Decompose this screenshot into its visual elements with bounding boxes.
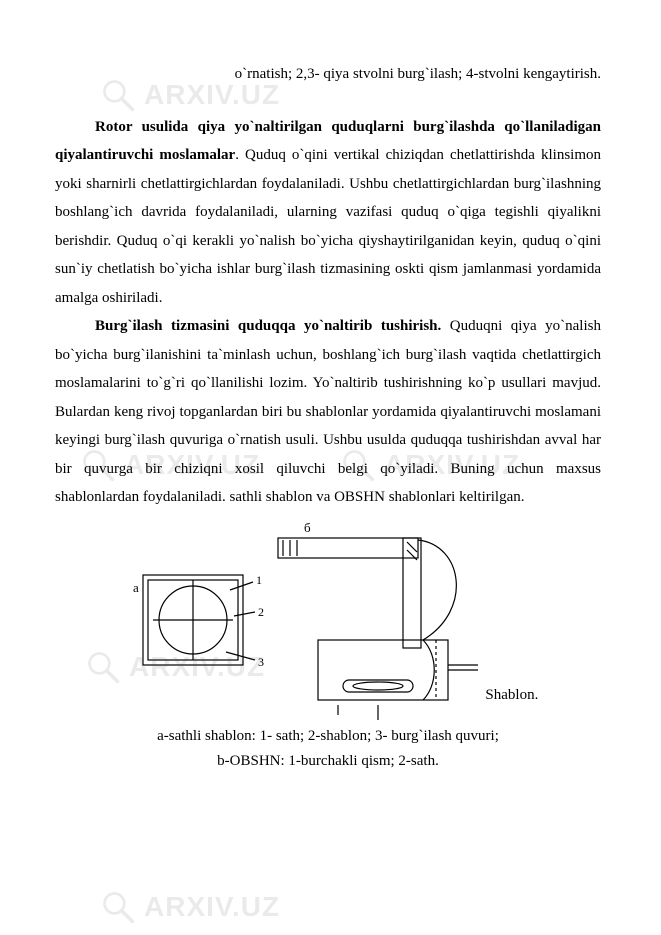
para1-text: . Quduq o`qini vertikal chiziqdan chetla… [55,147,601,306]
diagram-label-3: 3 [258,655,264,669]
paragraph-2: Burg`ilash tizmasini quduqqa yo`naltirib… [55,312,601,512]
diagram-part-a [143,575,255,665]
watermark: ARXIV.UZ [100,880,280,933]
diagram-label-b: б [304,520,311,535]
diagram-part-b [278,538,456,648]
diagram-label-2: 2 [258,605,264,619]
watermark-text: ARXIV.UZ [144,880,280,933]
para2-bold: Burg`ilash tizmasini quduqqa yo`naltirib… [95,318,441,334]
figure-svg-wrap: a б 1 2 3 [118,520,478,720]
diagram-label-a: a [133,580,139,595]
diagram-label-1: 1 [256,573,262,587]
para2-text: Quduqni qiya yo`nalish bo`yicha burg`ila… [55,318,601,505]
paragraph-1: Rotor usulida qiya yo`naltirilgan quduql… [55,113,601,313]
figure-caption-inline: Shablon. [485,681,538,720]
caption-a: a-sathli shablon: 1- sath; 2-shablon; 3-… [55,724,601,750]
diagram-lower-block [318,640,478,720]
caption-b: b-OBSHN: 1-burchakli qism; 2-sath. [55,749,601,775]
figure: a б 1 2 3 Shablon. [55,520,601,720]
diagram-svg: a б 1 2 3 [118,520,478,720]
figure-captions: a-sathli shablon: 1- sath; 2-shablon; 3-… [55,724,601,775]
top-line: o`rnatish; 2,3- qiya stvolni burg`ilash;… [55,60,601,89]
